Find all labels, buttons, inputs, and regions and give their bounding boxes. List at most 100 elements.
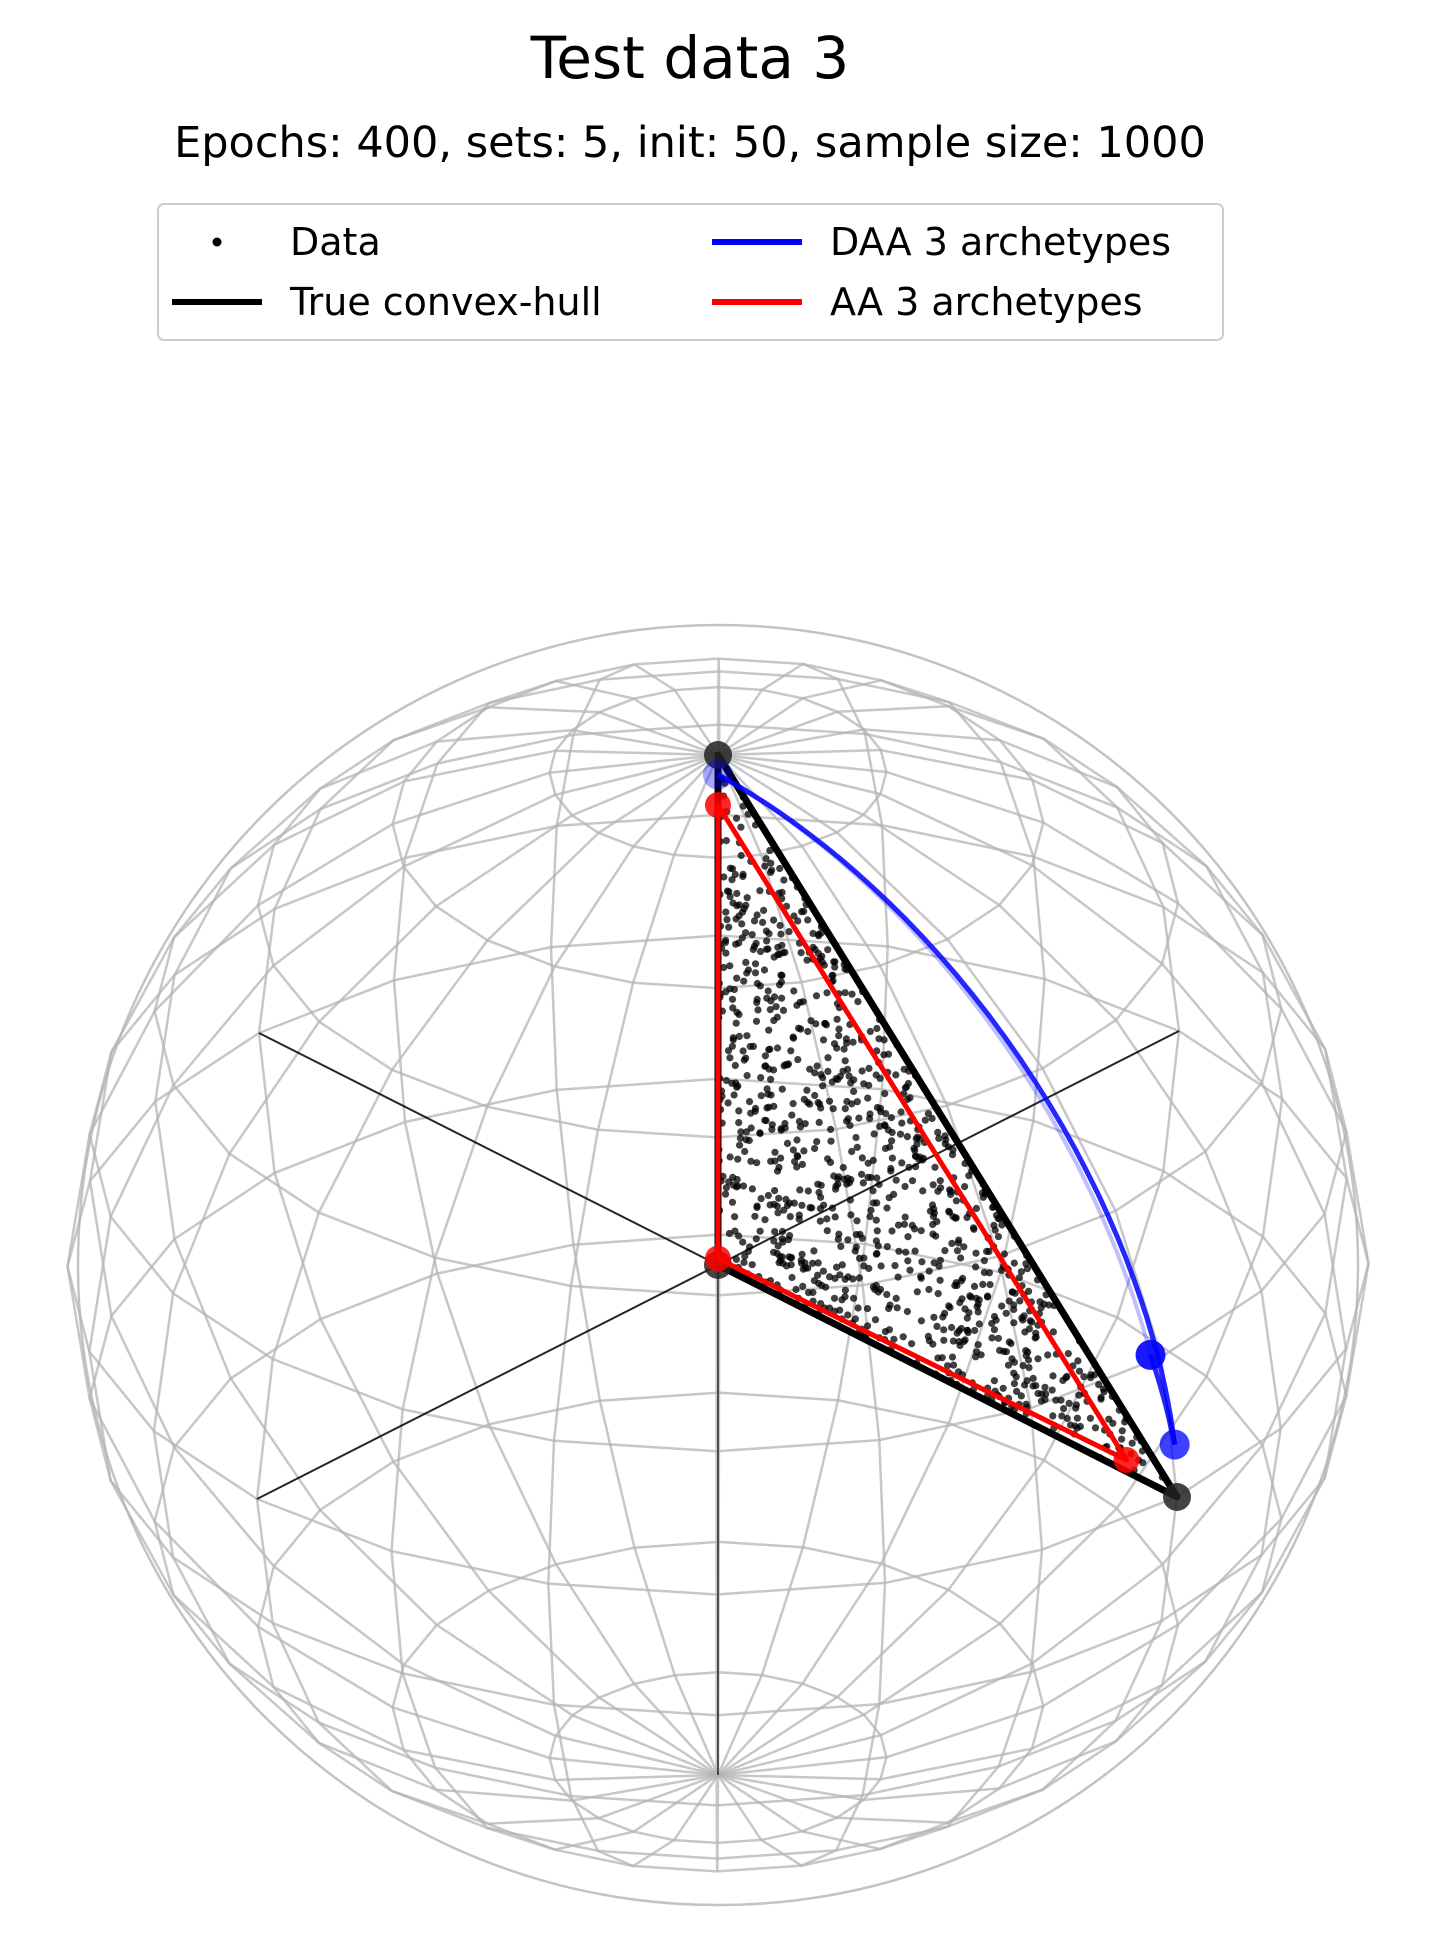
data-point (826, 1304, 834, 1312)
data-point (766, 1201, 774, 1209)
data-point (852, 1231, 861, 1239)
data-point (913, 1133, 922, 1141)
data-point (815, 1118, 823, 1126)
data-point (953, 1247, 962, 1255)
data-point (935, 1262, 943, 1270)
data-point (894, 1221, 903, 1229)
data-point (873, 1227, 881, 1235)
data-point (953, 1329, 961, 1337)
data-point (986, 1281, 994, 1289)
data-point (774, 951, 782, 959)
data-point (819, 1267, 828, 1275)
daa-archetype-point (1135, 1339, 1166, 1370)
aa-archetype-point (1113, 1446, 1140, 1473)
sphere-meridian-line (717, 748, 1348, 1777)
data-point (1097, 1393, 1105, 1401)
data-point (729, 1173, 737, 1181)
data-point (1058, 1412, 1066, 1420)
data-point (738, 934, 747, 942)
data-point (836, 1271, 844, 1279)
data-point (865, 1081, 873, 1089)
data-point (757, 1092, 765, 1100)
data-point (961, 1336, 969, 1344)
data-point (722, 908, 730, 916)
data-point (750, 917, 759, 925)
data-point (1063, 1414, 1071, 1423)
data-point (863, 1305, 872, 1313)
data-point (933, 1322, 941, 1330)
data-point (990, 1326, 999, 1334)
data-point (918, 1258, 926, 1266)
data-point (928, 1114, 936, 1123)
data-point (899, 1333, 907, 1341)
data-point (904, 1079, 913, 1088)
data-point (883, 1204, 891, 1212)
data-point (1076, 1422, 1084, 1431)
data-point (791, 1158, 799, 1166)
data-point (824, 946, 832, 954)
data-point (934, 1290, 942, 1298)
sphere-meridian-line (717, 679, 1046, 1776)
data-point (901, 1213, 909, 1221)
data-point (743, 894, 751, 902)
data-point (1022, 1347, 1030, 1355)
legend-frame (157, 203, 1224, 341)
data-point (905, 1163, 913, 1171)
data-point (756, 1227, 764, 1235)
data-point (730, 985, 739, 994)
data-point (904, 1233, 912, 1241)
data-point (739, 870, 747, 879)
sphere-meridian-line (717, 728, 1284, 1777)
data-point (1025, 1325, 1033, 1333)
data-point (809, 1259, 817, 1267)
data-point (866, 1213, 874, 1221)
data-point (756, 947, 765, 956)
data-point (858, 1170, 866, 1178)
data-point (720, 963, 728, 972)
data-point (886, 1301, 894, 1309)
data-point (814, 1259, 822, 1267)
data-point (924, 1110, 933, 1118)
sphere-meridian-line (549, 662, 720, 1776)
data-point (735, 1032, 743, 1040)
data-point (753, 1159, 761, 1167)
data-point (726, 1153, 734, 1161)
sphere-meridian-line (88, 749, 719, 1777)
data-point (838, 1296, 846, 1304)
data-point (1064, 1350, 1072, 1358)
data-point (841, 989, 849, 997)
data-point (778, 1227, 787, 1236)
data-point (783, 1139, 792, 1147)
data-point (853, 1098, 861, 1106)
data-point (853, 1217, 861, 1225)
data-point (741, 1252, 749, 1260)
legend: Data True convex-hull DAA 3 archetypes A… (157, 203, 1224, 341)
data-point (991, 1226, 999, 1234)
data-point (1072, 1401, 1080, 1409)
data-point (896, 1130, 905, 1138)
data-point (811, 1091, 819, 1100)
data-point (1024, 1356, 1033, 1364)
data-point (908, 1177, 917, 1185)
data-point (735, 1232, 743, 1240)
data-point (983, 1247, 991, 1255)
data-point (960, 1243, 968, 1251)
data-point (733, 889, 741, 898)
data-point (818, 958, 826, 966)
data-point (1032, 1333, 1040, 1341)
data-point (751, 969, 760, 977)
data-point (733, 974, 741, 982)
data-point (810, 1247, 818, 1255)
data-point (795, 1211, 803, 1219)
data-point (757, 1074, 765, 1082)
data-point (850, 1294, 858, 1302)
data-point (1028, 1318, 1036, 1326)
data-point (990, 1312, 999, 1321)
data-point (854, 1304, 862, 1312)
data-point (725, 1229, 734, 1238)
data-point (828, 1078, 836, 1086)
data-point (894, 1273, 902, 1281)
data-point (873, 1174, 881, 1182)
data-point (817, 1104, 825, 1112)
